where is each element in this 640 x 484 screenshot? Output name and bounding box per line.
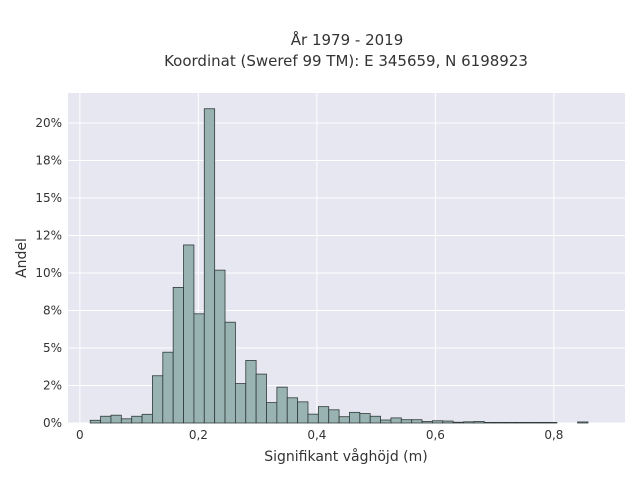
chart-title-line1: År 1979 - 2019 [291,30,404,49]
histogram-bar-11 [203,108,216,424]
histogram-bar-21 [307,413,319,424]
y-tick-label-8: 20% [35,116,62,130]
histogram-bar-28 [380,419,392,424]
histogram-bar-43 [535,421,547,424]
histogram-bar-5 [141,413,153,424]
x-axis-ticks: 0 0,2 0,4 0,6 0,8 [76,428,563,442]
plot-area [68,93,625,423]
histogram-bars [89,108,589,424]
x-tick-label-1: 0,2 [189,428,208,442]
histogram-bar-32 [421,421,433,424]
histogram-bar-26 [359,413,371,424]
y-axis-ticks: 0% 2% 5% 8% 10% 12% 15% 18% 20% [35,116,62,430]
histogram-bar-1 [100,415,112,424]
chart-title-line2: Koordinat (Sweref 99 TM): E 345659, N 61… [164,52,528,70]
x-tick-label-2: 0,4 [307,428,326,442]
histogram-bar-20 [297,401,309,424]
histogram-bar-34 [442,420,454,424]
y-tick-label-1: 2% [43,379,62,393]
y-tick-label-3: 8% [43,304,62,318]
histogram-bar-0 [89,419,101,424]
histogram-bar-24 [338,416,350,424]
histogram-bar-19 [286,397,299,424]
histogram-bar-41 [514,421,527,424]
y-tick-label-2: 5% [43,341,62,355]
histogram-bar-7 [162,351,174,424]
histogram-bar-3 [120,418,133,424]
histogram-bar-40 [504,421,516,424]
histogram-bar-27 [369,415,381,424]
y-axis-label: Andel [14,238,30,278]
histogram-bar-33 [432,420,444,424]
x-tick-label-0: 0 [76,428,84,442]
y-tick-label-6: 15% [35,191,62,205]
x-axis-label: Signifikant våghöjd (m) [264,448,427,465]
y-tick-label-7: 18% [35,154,62,168]
histogram-bar-8 [172,286,184,424]
histogram-bar-38 [483,421,496,424]
grid-lines [68,93,625,424]
histogram-bar-36 [463,421,475,424]
histogram-bar-14 [234,383,247,424]
histogram-bar-6 [152,375,164,424]
histogram-bar-23 [328,409,340,424]
histogram-bar-4 [131,415,143,424]
histogram-bar-42 [525,421,537,424]
histogram-bar-29 [390,417,402,424]
histogram-bar-2 [110,414,122,424]
histogram-bar-30 [400,419,413,424]
histogram-bar-15 [245,360,257,424]
histogram-bar-37 [473,421,485,424]
histogram-bar-44 [546,421,558,424]
histogram-bar-13 [224,321,236,424]
x-tick-label-4: 0,8 [544,428,563,442]
histogram-bar-10 [193,313,205,424]
histogram-bar-25 [349,411,361,424]
y-tick-label-4: 10% [35,266,62,280]
y-tick-label-0: 0% [43,416,62,430]
histogram-bar-31 [411,419,423,424]
histogram-bar-17 [266,402,278,424]
histogram-bar-35 [452,421,464,424]
histogram-bar-16 [255,373,267,424]
histogram-bar-22 [317,406,330,424]
histogram-bar-12 [214,269,226,424]
x-tick-label-3: 0,6 [426,428,445,442]
histogram-bar-9 [183,244,195,424]
histogram-bar-18 [276,386,288,424]
histogram-bar-47 [577,421,589,424]
histogram-bar-39 [494,421,506,424]
y-tick-label-5: 12% [35,229,62,243]
